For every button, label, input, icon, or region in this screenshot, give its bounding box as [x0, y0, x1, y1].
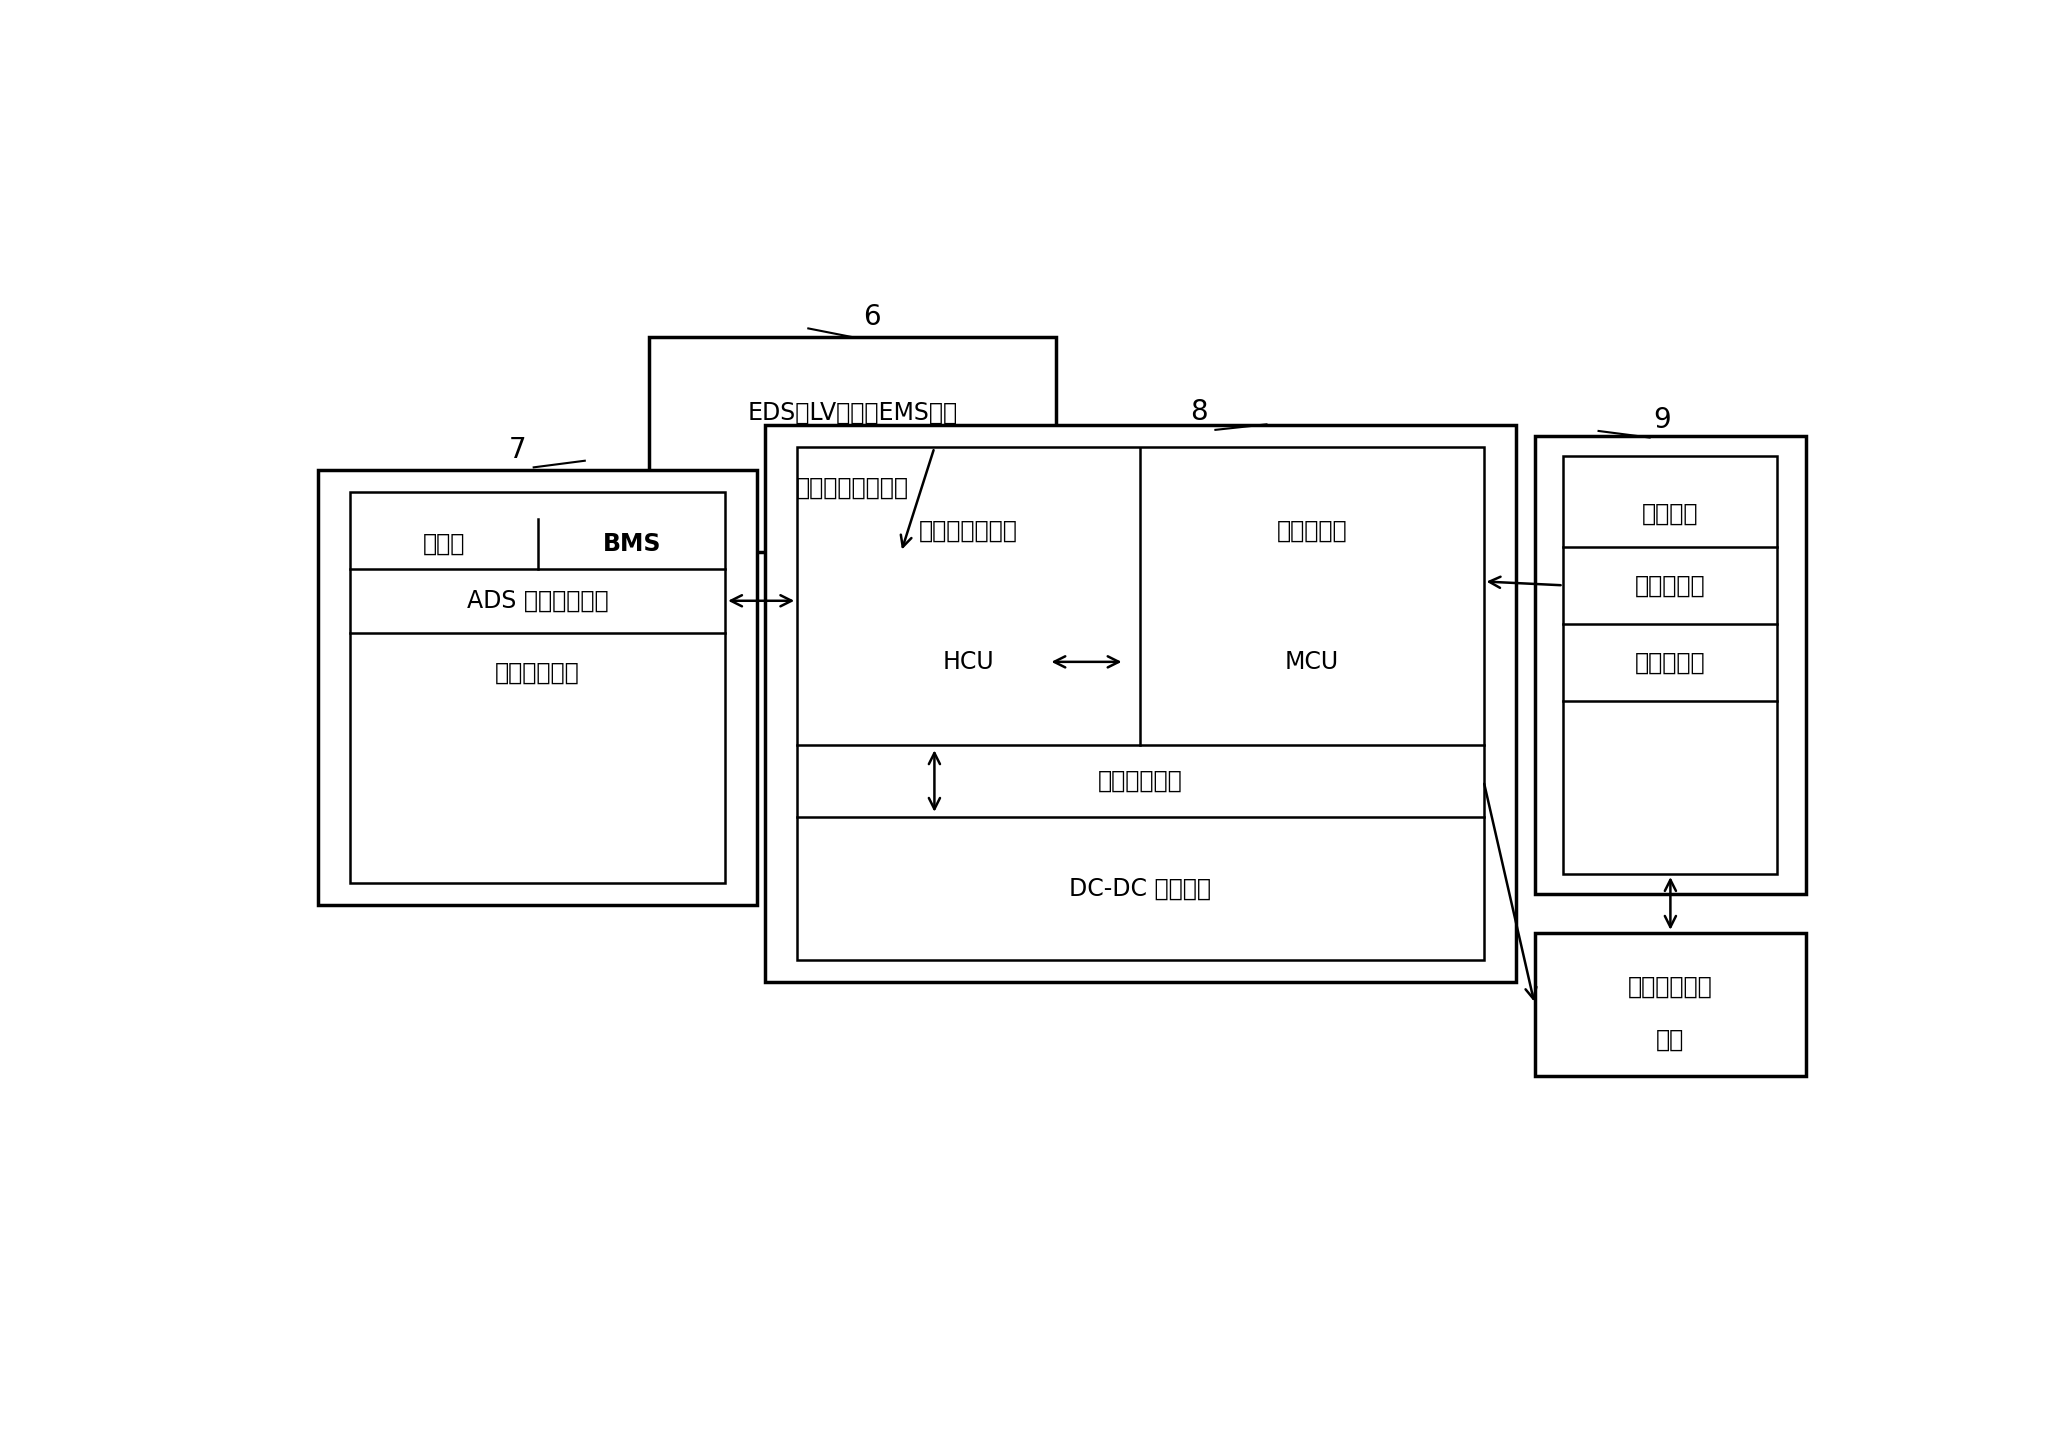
Text: 8: 8: [1191, 398, 1209, 427]
Text: DC-DC 控制单元: DC-DC 控制单元: [1069, 876, 1211, 901]
Bar: [350, 491, 725, 884]
Text: HCU: HCU: [943, 650, 995, 674]
Text: 系统: 系统: [1656, 1028, 1685, 1053]
Text: ADS 保护控制单元: ADS 保护控制单元: [468, 589, 608, 613]
Bar: [764, 425, 1516, 982]
Bar: [1535, 437, 1807, 894]
Bar: [1535, 932, 1807, 1075]
Text: 电机温度控制: 电机温度控制: [1627, 975, 1712, 1000]
Text: 混合动力控制器: 混合动力控制器: [919, 518, 1018, 543]
Text: 位置传感器: 位置传感器: [1636, 650, 1706, 674]
Text: BMS: BMS: [604, 531, 661, 556]
Text: 车动力传动系统等: 车动力传动系统等: [795, 475, 908, 500]
Text: 温度管理单元: 温度管理单元: [1098, 769, 1182, 793]
Text: 电池组: 电池组: [422, 531, 466, 556]
Text: 温度控制单元: 温度控制单元: [494, 660, 581, 684]
Text: 电机本体: 电机本体: [1642, 501, 1700, 526]
Text: 7: 7: [509, 435, 527, 464]
Text: 6: 6: [863, 304, 882, 331]
Bar: [1564, 457, 1778, 874]
Text: 温度传感器: 温度传感器: [1636, 573, 1706, 597]
Text: EDS，LV电池，EMS，整: EDS，LV电池，EMS，整: [748, 401, 958, 424]
Text: 电机控制器: 电机控制器: [1277, 518, 1347, 543]
Bar: [797, 447, 1483, 961]
Text: 9: 9: [1654, 405, 1671, 434]
Bar: [317, 470, 758, 905]
Text: MCU: MCU: [1285, 650, 1339, 674]
Bar: [649, 337, 1055, 553]
